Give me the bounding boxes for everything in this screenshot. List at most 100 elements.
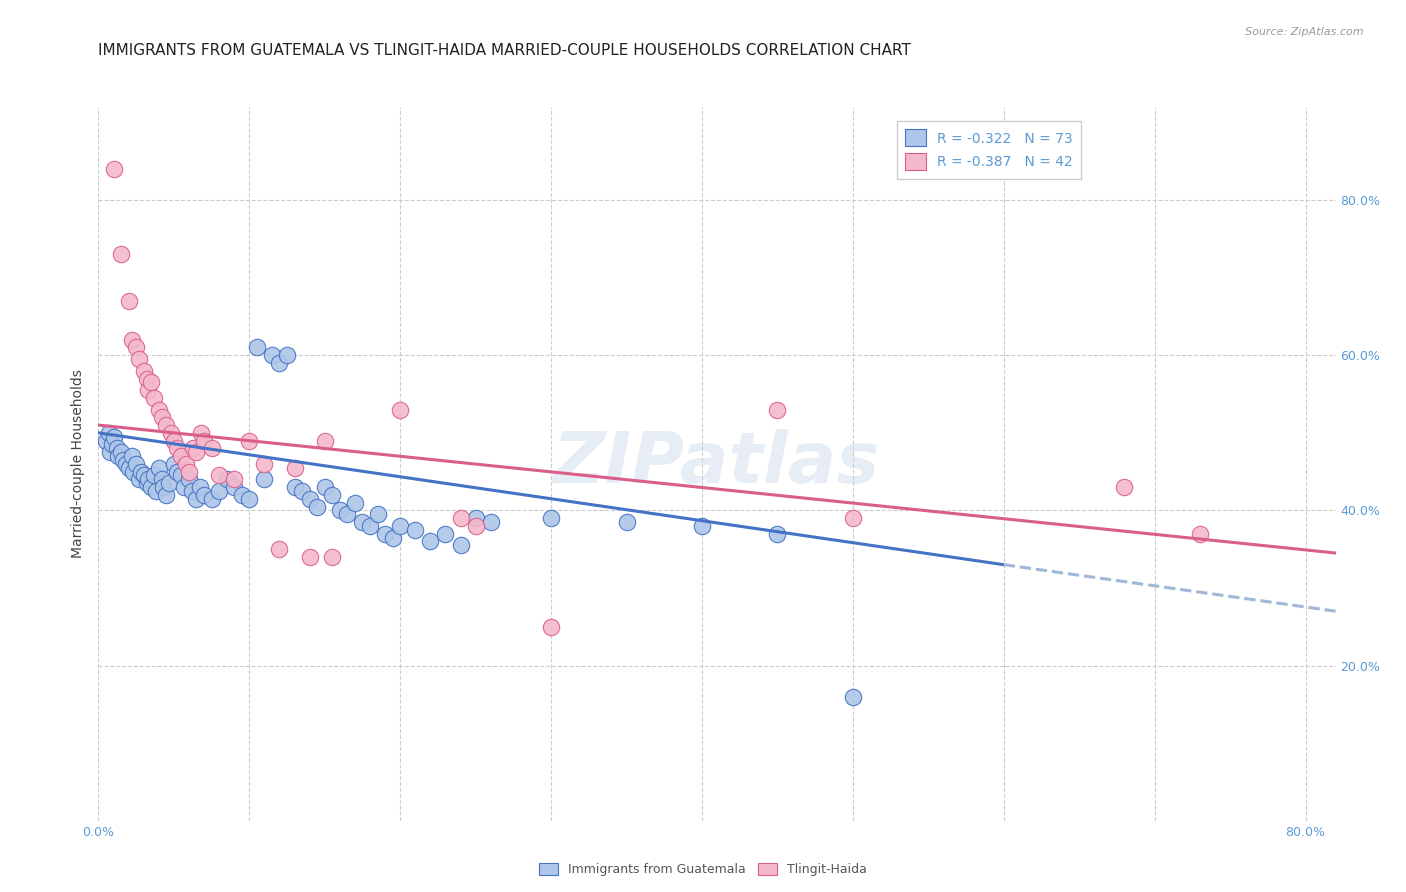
Point (329, 503, 352, 517)
Point (128, 352, 150, 367)
Point (132, 468, 155, 483)
Legend: R = -0.322   N = 73, R = -0.387   N = 42: R = -0.322 N = 73, R = -0.387 N = 42 (897, 121, 1081, 178)
Point (238, 491, 260, 506)
Point (190, 425, 212, 440)
Point (450, 511, 472, 525)
Point (105, 442, 128, 456)
Point (166, 465, 188, 479)
Point (103, 430, 125, 444)
Point (121, 449, 143, 463)
Point (276, 348, 298, 362)
Point (314, 434, 336, 448)
Point (121, 333, 143, 347)
Point (208, 468, 231, 483)
Point (269, 542, 291, 557)
Point (170, 449, 193, 463)
Point (367, 508, 389, 522)
Point (186, 491, 208, 506)
Point (125, 457, 148, 471)
Point (231, 488, 253, 502)
Point (103, 162, 125, 177)
Point (253, 457, 276, 471)
Point (135, 371, 157, 385)
Point (148, 460, 170, 475)
Point (145, 483, 167, 498)
Point (157, 476, 180, 491)
Point (389, 402, 412, 417)
Point (143, 468, 166, 483)
Text: IMMIGRANTS FROM GUATEMALA VS TLINGIT-HAIDA MARRIED-COUPLE HOUSEHOLDS CORRELATION: IMMIGRANTS FROM GUATEMALA VS TLINGIT-HAI… (98, 43, 911, 58)
Point (177, 465, 200, 479)
Point (136, 472, 159, 486)
Point (307, 500, 329, 514)
Point (321, 549, 343, 564)
Point (132, 364, 155, 378)
Point (359, 519, 381, 533)
Point (253, 472, 276, 486)
Point (766, 402, 789, 417)
Point (298, 549, 321, 564)
Point (173, 480, 195, 494)
Point (842, 511, 865, 525)
Point (1188, 526, 1211, 541)
Point (224, 480, 246, 494)
Point (374, 526, 396, 541)
Text: ZIPatlas: ZIPatlas (554, 429, 880, 499)
Point (170, 468, 193, 483)
Point (101, 437, 124, 451)
Point (163, 434, 186, 448)
Point (381, 531, 404, 545)
Point (352, 515, 374, 529)
Point (200, 491, 222, 506)
Point (181, 483, 204, 498)
Point (321, 488, 343, 502)
Point (128, 472, 150, 486)
Point (136, 383, 159, 397)
Point (117, 460, 139, 475)
Point (238, 434, 260, 448)
Point (291, 483, 314, 498)
Point (479, 515, 502, 529)
Point (215, 472, 238, 486)
Point (200, 442, 222, 456)
Point (389, 519, 412, 533)
Point (174, 457, 197, 471)
Point (122, 465, 145, 479)
Point (160, 425, 183, 440)
Point (155, 418, 177, 433)
Point (183, 442, 205, 456)
Point (208, 483, 231, 498)
Point (114, 457, 136, 471)
Point (129, 465, 152, 479)
Point (284, 480, 307, 494)
Point (117, 293, 139, 308)
Point (135, 476, 157, 491)
Point (269, 356, 291, 370)
Point (434, 526, 457, 541)
Text: Source: ZipAtlas.com: Source: ZipAtlas.com (1246, 27, 1364, 37)
Point (150, 410, 173, 425)
Point (94, 434, 117, 448)
Point (111, 453, 134, 467)
Point (343, 495, 366, 509)
Point (152, 480, 174, 494)
Point (260, 348, 283, 362)
Point (298, 491, 321, 506)
Point (141, 480, 163, 494)
Point (193, 434, 215, 448)
Point (125, 341, 148, 355)
Point (110, 247, 132, 261)
Point (107, 449, 129, 463)
Point (404, 523, 426, 537)
Point (193, 488, 215, 502)
Point (842, 690, 865, 704)
Point (419, 534, 441, 549)
Point (246, 341, 269, 355)
Point (336, 508, 359, 522)
Point (464, 511, 486, 525)
Point (766, 526, 789, 541)
Point (540, 620, 562, 634)
Legend: Immigrants from Guatemala, Tlingit-Haida: Immigrants from Guatemala, Tlingit-Haida (534, 858, 872, 881)
Point (464, 519, 486, 533)
Point (100, 445, 122, 459)
